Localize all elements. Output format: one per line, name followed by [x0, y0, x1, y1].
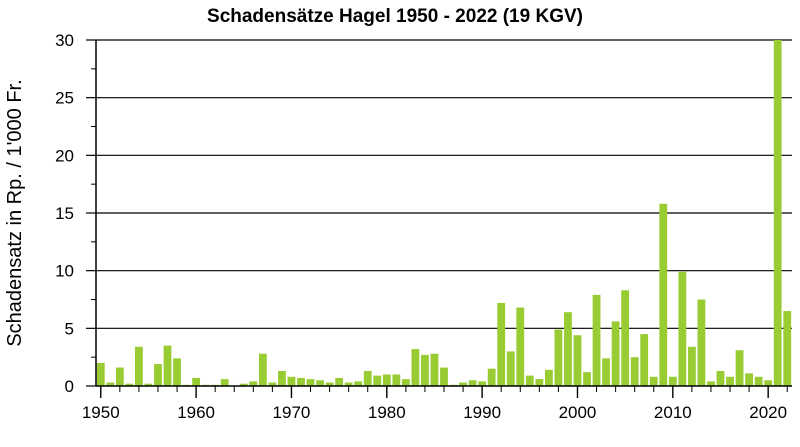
- x-tick-label: 1990: [463, 403, 501, 422]
- bar: [649, 376, 658, 386]
- y-tick-label: 30: [55, 31, 74, 50]
- x-tick-label: 1960: [177, 403, 215, 422]
- bar: [297, 377, 305, 386]
- bar: [134, 346, 143, 386]
- bar: [154, 364, 162, 386]
- bar: [764, 380, 773, 386]
- bar: [258, 353, 267, 386]
- bar: [506, 351, 515, 386]
- bar: [392, 374, 401, 386]
- bar: [668, 376, 677, 386]
- bar: [287, 376, 296, 386]
- bar: [592, 294, 601, 386]
- bar: [687, 346, 696, 386]
- bar: [678, 271, 687, 386]
- x-tick-label: 2000: [559, 403, 597, 422]
- y-tick-label: 20: [55, 146, 74, 165]
- bar: [716, 371, 725, 386]
- bar: [640, 334, 649, 386]
- bar: [602, 358, 610, 386]
- bar: [354, 381, 363, 386]
- bar: [96, 362, 105, 386]
- bar: [335, 377, 344, 386]
- y-tick-label: 10: [55, 262, 74, 281]
- bar: [544, 369, 553, 386]
- x-tick-label: 1980: [368, 403, 406, 422]
- bar: [745, 373, 754, 386]
- bar: [430, 353, 439, 386]
- bar: [344, 382, 353, 386]
- bars: [96, 40, 792, 386]
- x-tick-label: 1950: [82, 403, 120, 422]
- bar: [573, 335, 582, 386]
- x-tick-label: 1970: [273, 403, 311, 422]
- bar: [707, 381, 715, 386]
- bar: [697, 299, 706, 386]
- y-axis-label: Schadensatz in Rp. / 1'000 Fr.: [4, 79, 26, 346]
- bar: [564, 312, 572, 386]
- axes: [86, 39, 792, 398]
- bar: [583, 372, 591, 386]
- bar: [783, 311, 792, 386]
- x-tick-label: 2020: [749, 403, 787, 422]
- bar: [278, 371, 286, 386]
- bar: [249, 381, 258, 386]
- y-tick-label: 25: [55, 89, 74, 108]
- x-tick-labels: 1950 1960 1970 1980 1990 2000 2010 2020: [82, 403, 787, 422]
- bar: [192, 377, 201, 386]
- bar: [525, 375, 534, 386]
- bar: [325, 382, 334, 386]
- bar: [373, 375, 382, 386]
- bar: [726, 376, 734, 386]
- bar: [106, 382, 115, 386]
- bar: [411, 349, 420, 386]
- bar: [497, 302, 506, 386]
- bar: [630, 357, 639, 386]
- bar: [478, 381, 487, 386]
- bar: [440, 367, 448, 386]
- bar: [421, 354, 429, 386]
- bar: [268, 382, 277, 386]
- bar: [621, 290, 630, 386]
- bar: [735, 350, 744, 386]
- bar: [382, 374, 391, 386]
- bar: [659, 203, 668, 386]
- bar: [516, 307, 525, 386]
- x-tick-label: 2010: [654, 403, 692, 422]
- bar: [306, 379, 315, 386]
- y-tick-label: 5: [65, 319, 74, 338]
- bar: [125, 383, 134, 386]
- bar: [163, 345, 172, 386]
- bar: [754, 376, 763, 386]
- bar: [363, 371, 372, 386]
- bar: [173, 358, 181, 386]
- bar: [115, 367, 124, 386]
- y-tick-label: 15: [55, 204, 74, 223]
- bar: [239, 383, 248, 386]
- bar: [459, 382, 467, 386]
- bar: [144, 383, 153, 386]
- bar: [316, 380, 324, 386]
- y-tick-labels: 0 5 10 15 20 25 30: [55, 31, 74, 396]
- bar: [554, 329, 563, 386]
- gridlines: [96, 39, 792, 329]
- y-tick-label: 0: [65, 377, 74, 396]
- bar: [487, 368, 496, 386]
- bar: [468, 380, 477, 386]
- bar: [611, 321, 620, 386]
- bar: [535, 379, 544, 386]
- bar: [220, 379, 229, 386]
- bar: [401, 379, 410, 386]
- chart-title: Schadensätze Hagel 1950 - 2022 (19 KGV): [207, 6, 583, 27]
- bar: [773, 40, 782, 386]
